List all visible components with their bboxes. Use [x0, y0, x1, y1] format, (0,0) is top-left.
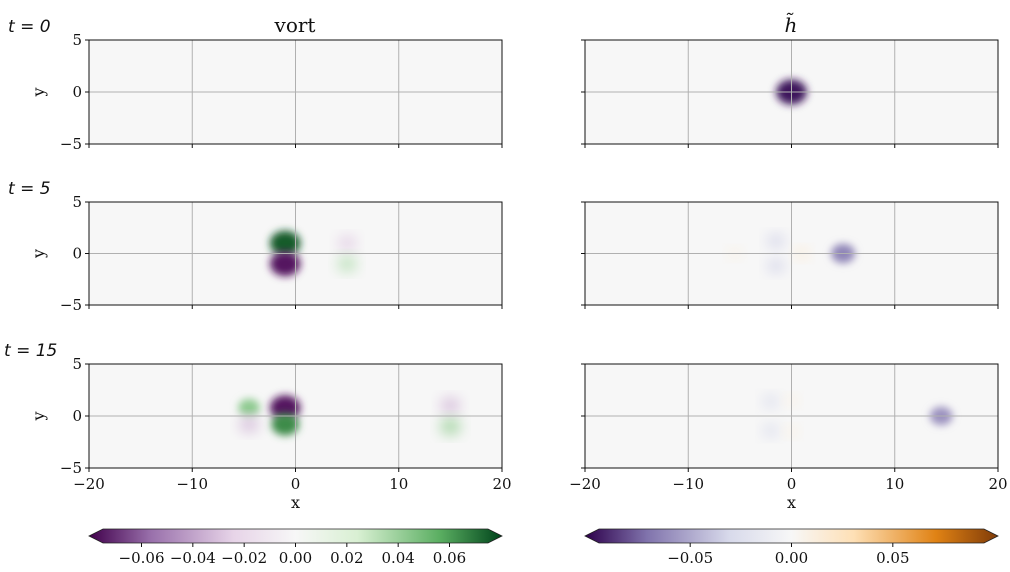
colorbar-ticks: −0.06 −0.04 −0.02 0.00 0.02 0.04 0.06 −0.05 0.00…	[119, 543, 910, 567]
field-blob	[269, 230, 301, 256]
colorbar-tick-label: 0.02	[330, 549, 363, 567]
y-axis-label: y	[29, 87, 48, 97]
y-tick-label: 5	[72, 355, 82, 373]
x-tick-label: 0	[291, 475, 301, 493]
y-tick-label: 5	[72, 193, 82, 211]
panel-0-1	[89, 202, 502, 305]
y-tick-label: −5	[60, 135, 82, 153]
x-tick-label: −20	[73, 475, 105, 493]
colorbar-tick-label: −0.02	[221, 549, 267, 567]
panel-1-2	[585, 364, 998, 468]
y-tick-label: −5	[60, 459, 82, 477]
field-blob	[271, 413, 299, 436]
time-label-t5: t = 5	[8, 179, 51, 199]
colorbar-tick-label: 0.00	[279, 549, 312, 567]
y-axis-label: y	[29, 411, 48, 421]
field-blob	[762, 395, 779, 408]
colorbar-h-tilde-body	[584, 528, 999, 544]
x-axis-label: x	[787, 493, 796, 512]
field-blob	[238, 398, 260, 417]
x-tick-label: −20	[569, 475, 601, 493]
colorbar-vort-body	[88, 528, 503, 544]
field-blob	[337, 256, 357, 272]
y-tick-label: −5	[60, 296, 82, 314]
field-blob	[762, 424, 779, 437]
field-blob	[440, 418, 461, 435]
field-blob	[767, 259, 785, 273]
time-label-t15: t = 15	[4, 341, 57, 361]
colorbar-tick-label: 0.06	[433, 549, 466, 567]
y-tick-label: 0	[72, 245, 82, 263]
y-axis-label: y	[29, 249, 48, 259]
y-tick-label: 0	[72, 407, 82, 425]
x-tick-label: −10	[176, 475, 208, 493]
heatmap-panels	[89, 40, 998, 468]
x-tick-label: 10	[389, 475, 408, 493]
colorbar-h-tilde	[584, 528, 999, 544]
panel-0-0	[89, 40, 502, 144]
field-blob	[767, 234, 785, 248]
x-tick-label: −10	[672, 475, 704, 493]
colorbar-tick-label: −0.06	[119, 549, 165, 567]
column-title-vort: vort	[274, 13, 316, 37]
y-tick-label: 0	[72, 83, 82, 101]
x-tick-label: 0	[787, 475, 797, 493]
axes-layer: 5 0 −5 y 5 0 −5 y −20 −10 0 10 20 5 0 −5 y x −20 −10 0 10 20 x	[29, 31, 1008, 512]
panel-0-2	[89, 364, 502, 468]
x-tick-label: 20	[988, 475, 1007, 493]
panel-1-1	[585, 202, 998, 305]
y-tick-label: 5	[72, 31, 82, 49]
field-blob	[239, 416, 259, 432]
x-tick-label: 10	[885, 475, 904, 493]
x-tick-label: 20	[492, 475, 511, 493]
colorbar-tick-label: 0.00	[775, 549, 808, 567]
field-blob	[269, 395, 301, 421]
panel-1-0	[585, 40, 998, 144]
field-blob	[440, 398, 460, 414]
field-blob	[338, 236, 356, 251]
field-blob	[269, 251, 301, 277]
colorbar-tick-label: −0.04	[170, 549, 216, 567]
x-axis-label: x	[291, 493, 300, 512]
colorbar-tick-label: 0.04	[381, 549, 414, 567]
colorbar-tick-label: 0.05	[876, 549, 909, 567]
colorbar-vort	[88, 528, 503, 544]
time-label-t0: t = 0	[8, 17, 51, 37]
column-title-h-tilde: h̃	[785, 13, 798, 37]
colorbar-tick-label: −0.05	[667, 549, 713, 567]
